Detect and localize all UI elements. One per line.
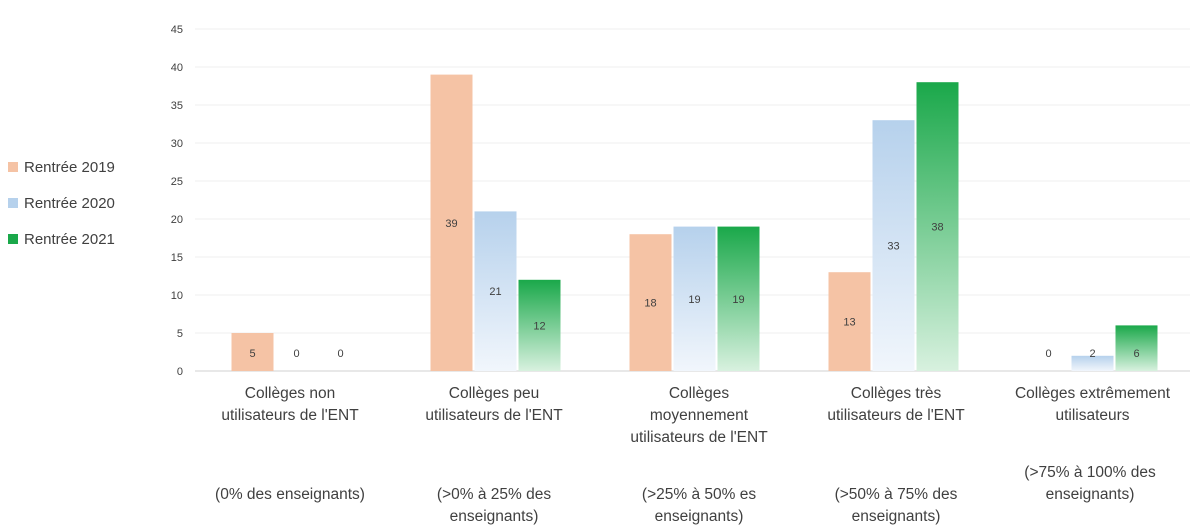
data-label-1-1: 21 xyxy=(489,286,501,298)
category-0-sub1: (0% des enseignants) xyxy=(215,486,365,503)
bar-0-0 xyxy=(231,333,274,371)
data-label-4-2: 6 xyxy=(1133,348,1139,360)
data-label-3-2: 38 xyxy=(931,222,943,234)
category-3-line2: utilisateurs de l'ENT xyxy=(827,407,965,424)
category-1-sub1: (>0% à 25% des xyxy=(436,486,552,503)
legend-swatch-2020 xyxy=(8,198,18,208)
category-4-sub1: (>75% à 100% des xyxy=(1024,464,1156,481)
y-tick-label-0: 0 xyxy=(177,366,183,378)
category-0-line2: utilisateurs de l'ENT xyxy=(221,407,359,424)
legend-swatch-2021 xyxy=(8,234,18,244)
y-axis-ticks: 0 5 10 15 20 25 30 35 40 45 xyxy=(171,24,183,378)
category-1-line1: Collèges peu xyxy=(448,385,540,402)
category-label-3: Collèges très utilisateurs de l'ENT xyxy=(801,383,991,427)
data-label-0-0: 5 xyxy=(249,348,255,360)
category-4-line1: Collèges extrêmement xyxy=(1014,385,1171,402)
category-label-0: Collèges non utilisateurs de l'ENT xyxy=(195,383,385,427)
legend-item-2019: Rentrée 2019 xyxy=(8,156,115,178)
data-label-2-2: 19 xyxy=(732,294,744,306)
bar-3-2 xyxy=(916,82,959,371)
legend-label-2021: Rentrée 2021 xyxy=(24,230,115,248)
legend-item-2021: Rentrée 2021 xyxy=(8,228,115,250)
y-tick-label-40: 40 xyxy=(171,62,183,74)
category-label-2: Collèges moyennement utilisateurs de l'E… xyxy=(604,383,794,449)
data-label-0-1: 0 xyxy=(293,348,299,360)
legend-swatch-2019 xyxy=(8,162,18,172)
data-label-1-0: 39 xyxy=(445,218,457,230)
gridlines xyxy=(195,28,1190,372)
data-label-2-1: 19 xyxy=(688,294,700,306)
y-tick-label-20: 20 xyxy=(171,214,183,226)
category-0-line1: Collèges non xyxy=(244,385,336,402)
category-2-line1: Collèges xyxy=(668,385,730,402)
category-1-line2: utilisateurs de l'ENT xyxy=(425,407,563,424)
y-tick-label-5: 5 xyxy=(177,328,183,340)
y-tick-label-35: 35 xyxy=(171,100,183,112)
category-4-sub2: enseignants) xyxy=(1045,486,1135,503)
category-label-1: Collèges peu utilisateurs de l'ENT xyxy=(399,383,589,427)
data-label-4-0: 0 xyxy=(1045,348,1051,360)
legend-item-2020: Rentrée 2020 xyxy=(8,192,115,214)
y-tick-label-45: 45 xyxy=(171,24,183,36)
category-sub-3: (>50% à 75% des enseignants) xyxy=(801,484,991,528)
data-labels: 5 0 0 39 21 12 18 19 19 13 33 38 0 2 6 xyxy=(249,218,1139,360)
bars xyxy=(231,74,1158,371)
category-2-line3: utilisateurs de l'ENT xyxy=(630,429,768,446)
data-label-3-0: 13 xyxy=(843,317,855,329)
data-label-3-1: 33 xyxy=(887,241,899,253)
bar-1-0 xyxy=(430,74,473,371)
bar-3-1 xyxy=(872,120,915,371)
legend: Rentrée 2019 Rentrée 2020 Rentrée 2021 xyxy=(8,156,115,264)
legend-label-2020: Rentrée 2020 xyxy=(24,194,115,212)
y-tick-label-30: 30 xyxy=(171,138,183,150)
bar-1-1 xyxy=(474,211,517,371)
bar-2-0 xyxy=(629,234,672,371)
data-label-0-2: 0 xyxy=(337,348,343,360)
category-sub-0: (0% des enseignants) xyxy=(195,484,385,506)
category-sub-2: (>25% à 50% es enseignants) xyxy=(604,484,794,528)
category-2-sub1: (>25% à 50% es xyxy=(641,486,757,503)
category-3-sub2: enseignants) xyxy=(851,508,941,525)
bar-2-1 xyxy=(673,226,716,371)
category-sub-4: (>75% à 100% des enseignants) xyxy=(990,462,1190,506)
bar-2-2 xyxy=(717,226,760,371)
legend-label-2019: Rentrée 2019 xyxy=(24,158,115,176)
category-2-line2: moyennement xyxy=(649,407,749,424)
data-label-2-0: 18 xyxy=(644,298,656,310)
category-3-sub1: (>50% à 75% des xyxy=(834,486,958,503)
bar-1-2 xyxy=(518,279,561,371)
category-4-line2: utilisateurs xyxy=(1055,407,1130,424)
bar-3-0 xyxy=(828,272,871,371)
category-2-sub2: enseignants) xyxy=(654,508,744,525)
category-3-line1: Collèges très xyxy=(850,385,942,402)
bar-4-2 xyxy=(1115,325,1158,371)
category-sub-1: (>0% à 25% des enseignants) xyxy=(399,484,589,528)
y-tick-label-25: 25 xyxy=(171,176,183,188)
y-tick-label-10: 10 xyxy=(171,290,183,302)
bar-4-1 xyxy=(1071,355,1114,371)
category-1-sub2: enseignants) xyxy=(449,508,539,525)
category-label-4: Collèges extrêmement utilisateurs xyxy=(995,383,1190,427)
data-label-1-2: 12 xyxy=(533,320,545,332)
data-label-4-1: 2 xyxy=(1089,348,1095,360)
y-tick-label-15: 15 xyxy=(171,252,183,264)
